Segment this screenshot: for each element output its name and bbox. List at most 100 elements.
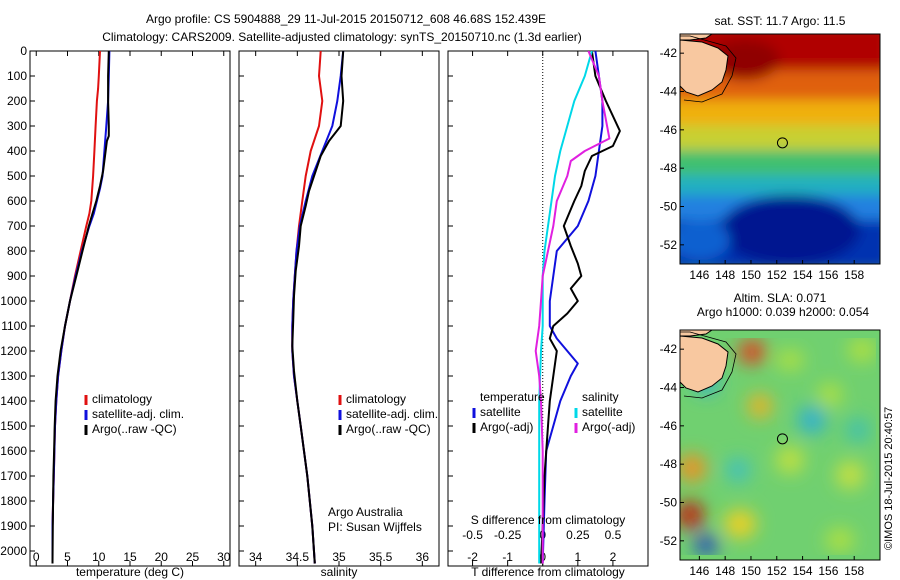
m2-lat-tick-label: -42: [660, 342, 678, 356]
sst-map-title: sat. SST: 11.7 Argo: 11.5: [715, 14, 846, 28]
temperature-legend-label: satellite-adj. clim.: [92, 407, 184, 421]
salinity-x-label: salinity: [321, 565, 358, 579]
sla-profile-location-marker: [776, 433, 788, 445]
legend-temperature-label: Argo(-adj): [480, 420, 533, 434]
depth-tick-label: 2000: [0, 544, 27, 558]
depth-tick-label: 500: [7, 169, 27, 183]
m1-lon-tick-label: 148: [715, 268, 735, 282]
imos-credit: ©IMOS 18-Jul-2015 20:40:57: [883, 407, 895, 550]
t-x-tick-label: 25: [186, 550, 200, 564]
t-series-argo-raw-qc: [51, 51, 110, 564]
depth-tick-label: 1100: [1, 319, 27, 333]
m2-lon-tick-label: 152: [767, 564, 787, 578]
mainland-corner: [680, 34, 713, 41]
m2-lon-tick-label: 154: [793, 564, 813, 578]
t-difference-label: T difference from climatology: [471, 565, 625, 579]
sst-profile-location-marker: [776, 137, 788, 149]
salinity-lines: [291, 51, 345, 564]
sla-mainland-corner: [680, 330, 713, 337]
d-series-salinity-satellite: [538, 51, 593, 564]
legend-temperature-label: satellite: [480, 405, 521, 419]
m1-lon-tick-label: 156: [818, 268, 838, 282]
s-x-tick-label: 34.5: [286, 550, 310, 564]
temperature-lines: [51, 51, 111, 564]
depth-tick-label: 100: [7, 69, 27, 83]
s-difference-label: S difference from climatology: [471, 513, 626, 527]
sla-heatmap: [680, 330, 880, 560]
difference-lines: [534, 51, 621, 564]
salinity-annotation-group: Argo Australia: [328, 505, 403, 519]
m2-lat-tick-label: -52: [660, 534, 678, 548]
t-x-tick-label: 10: [92, 550, 106, 564]
m2-lon-tick-label: 148: [715, 564, 735, 578]
sst-map-y-ticks: -42 -44 -46 -48 -50 -52: [660, 46, 684, 252]
depth-tick-label: 1900: [0, 519, 27, 533]
sst-map-x-ticks: 146 148 150 152 154 156 158: [689, 260, 865, 282]
temperature-legend-label: Argo(..raw -QC): [92, 422, 177, 436]
depth-tick-label: 1800: [0, 494, 27, 508]
m2-lat-tick-label: -48: [660, 457, 678, 471]
shelf-contour: [680, 35, 737, 103]
depth-tick-label: 1300: [0, 369, 27, 383]
t-series-satellite-adj-clim: [51, 51, 111, 564]
legend-salinity-label: satellite: [582, 405, 623, 419]
m1-lon-tick-label: 158: [844, 268, 864, 282]
m2-lon-tick-label: 156: [818, 564, 838, 578]
m2-lat-tick-label: -50: [660, 496, 678, 510]
depth-tick-label: 1200: [0, 344, 27, 358]
depth-tick-label: 1000: [0, 294, 27, 308]
t-x-tick-label: 20: [155, 550, 169, 564]
t-x-tick-label: 0: [33, 550, 40, 564]
d-series-temperature-satellite: [541, 51, 604, 564]
s-series-argo-raw-qc: [291, 51, 345, 564]
t-x-tick-label: 30: [217, 550, 231, 564]
m1-lon-tick-label: 146: [689, 268, 709, 282]
depth-tick-label: 1500: [0, 419, 27, 433]
tasmania-landmass: [680, 39, 729, 97]
m2-lat-tick-label: -44: [660, 381, 678, 395]
salinity-legend-label: climatology: [346, 392, 406, 406]
m2-lat-tick-label: -46: [660, 419, 678, 433]
s-x-tick-label: 36: [416, 550, 430, 564]
m1-lat-tick-label: -44: [660, 85, 678, 99]
sla-map-panel: Altim. SLA: 0.071 Argo h1000: 0.039 h200…: [660, 291, 881, 578]
header-title-line2: Climatology: CARS2009. Satellite-adjuste…: [102, 30, 582, 44]
d-series-temperature-argo-adj: [540, 51, 621, 564]
sla-map-title-1: Altim. SLA: 0.071: [734, 291, 827, 305]
difference-legend: temperature salinitysatelliteArgo(-adj)sa…: [472, 390, 635, 434]
m1-lon-tick-label: 152: [767, 268, 787, 282]
s-x-tick-label: 35.5: [369, 550, 393, 564]
temperature-y-ticks: 0 100 200 300 400 500 600 700 800 900 1000 1100 1200…: [0, 44, 453, 558]
depth-tick-label: 1600: [0, 444, 27, 458]
sla-tasmania-landmass: [680, 335, 729, 393]
temperature-x-ticks: 0 5 10 15 20 25 30: [33, 51, 231, 566]
d-series-salinity-argo-adj: [534, 51, 611, 564]
salinity-x-ticks: 34 34.5 35 35.5 36: [249, 51, 429, 566]
depth-tick-label: 200: [7, 94, 27, 108]
depth-tick-label: 700: [7, 219, 27, 233]
d-x-tick-label: -1: [502, 550, 513, 564]
s-series-climatology: [291, 51, 324, 564]
depth-tick-label: 1700: [0, 469, 27, 483]
m2-lon-tick-label: 146: [689, 564, 709, 578]
m1-lat-tick-label: -52: [660, 238, 678, 252]
d-x-tick-label: 2: [610, 550, 617, 564]
m2-lon-tick-label: 158: [844, 564, 864, 578]
legend-temperature-title: temperature: [480, 390, 545, 404]
depth-tick-label: 1400: [0, 394, 27, 408]
depth-tick-label: 400: [7, 144, 27, 158]
d-x-tick-label: -2: [467, 550, 478, 564]
depth-tick-label: 0: [20, 44, 27, 58]
m1-lon-tick-label: 154: [793, 268, 813, 282]
legend-salinity-label: Argo(-adj): [582, 420, 635, 434]
sst-map-panel: sat. SST: 11.7 Argo: 11.5 146 148 150: [660, 14, 881, 282]
d-s-tick-label: 0.25: [566, 528, 590, 542]
salinity-annotation-pi: PI: Susan Wijffels: [328, 520, 422, 534]
sst-heatmap: [680, 34, 880, 264]
temperature-panel: 0100200300400500600700800900100011001200…: [0, 44, 453, 579]
s-x-tick-label: 34: [249, 550, 263, 564]
